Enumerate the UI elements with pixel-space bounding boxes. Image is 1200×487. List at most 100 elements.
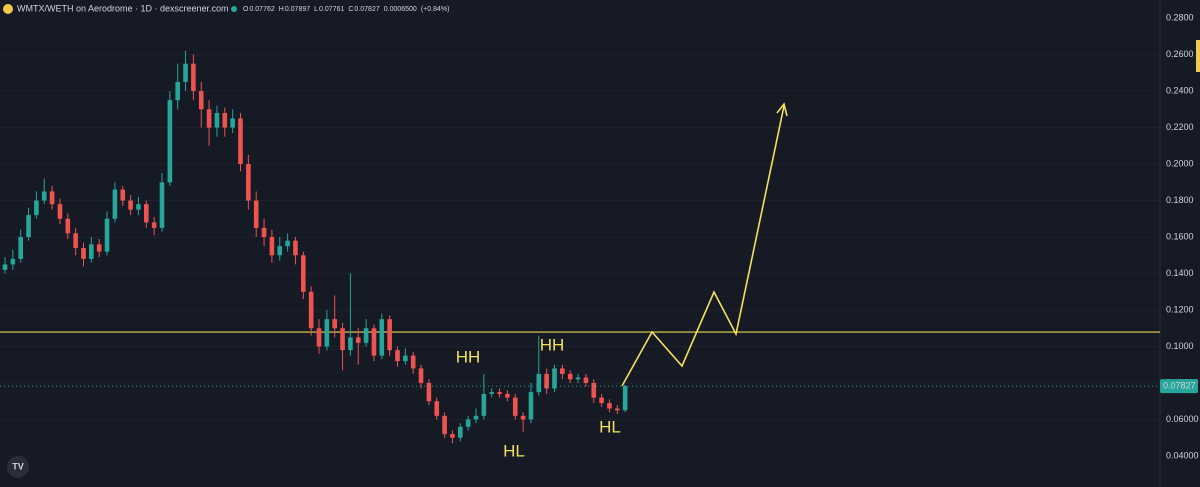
- candle-body: [230, 118, 235, 128]
- candle-body: [73, 233, 78, 248]
- header-h: 0.07897: [285, 6, 310, 13]
- candle-body: [410, 355, 416, 369]
- header-change: 0.0006500: [384, 6, 417, 13]
- annotation: HL: [599, 417, 621, 436]
- candle-body: [465, 419, 471, 427]
- candle-body: [18, 237, 23, 259]
- annotation: HH: [456, 347, 481, 366]
- candle-body: [599, 397, 604, 404]
- y-tick-label: 0.1400: [1166, 268, 1194, 278]
- candle-body: [316, 328, 322, 347]
- candle-body: [426, 382, 432, 402]
- candle-body: [222, 112, 228, 128]
- candle-body: [615, 408, 620, 411]
- candle-body: [520, 415, 526, 420]
- header-change-pct: (+0.84%): [421, 6, 450, 13]
- scroll-marker: [1196, 40, 1200, 72]
- candle-body: [206, 109, 212, 128]
- candle-body: [583, 377, 589, 383]
- header-h-label: H: [279, 6, 284, 13]
- candle-body: [536, 373, 542, 393]
- candle-body: [418, 368, 424, 383]
- candle-body: [489, 392, 494, 394]
- header-o: 0.07762: [249, 6, 274, 13]
- y-tick-label: 0.2200: [1166, 122, 1194, 132]
- candle-body: [285, 240, 290, 247]
- candle-body: [269, 237, 275, 256]
- header-l-label: L: [314, 6, 318, 13]
- candle-body: [238, 118, 243, 165]
- last-price-label: 0.07827: [1163, 381, 1196, 391]
- annotation: HL: [503, 441, 525, 460]
- candle-body: [198, 91, 204, 110]
- candle-body: [104, 218, 110, 252]
- candle-body: [355, 337, 361, 343]
- candle-body: [505, 393, 510, 398]
- candle-body: [261, 227, 267, 238]
- candle-body: [191, 63, 196, 92]
- candle-body: [214, 112, 220, 128]
- candle-body: [560, 368, 565, 374]
- candle-body: [112, 189, 118, 219]
- chart-title: WMTX/WETH on Aerodrome · 1D · dexscreene…: [17, 3, 229, 13]
- header-c-label: C: [348, 6, 353, 13]
- candle-body: [144, 204, 149, 223]
- candle-body: [89, 244, 94, 259]
- candle-body: [622, 386, 628, 411]
- candle-body: [301, 255, 306, 292]
- candle-body: [567, 373, 573, 380]
- candle-body: [65, 218, 71, 234]
- candle-body: [403, 355, 408, 362]
- y-tick-label: 0.2400: [1166, 85, 1194, 95]
- candle-body: [607, 403, 612, 409]
- candle-body: [591, 382, 597, 398]
- y-tick-label: 0.2000: [1166, 158, 1194, 168]
- header-c: 0.07827: [354, 6, 379, 13]
- candle-body: [324, 319, 330, 347]
- candle-body: [458, 426, 463, 438]
- header-l: 0.07761: [319, 6, 344, 13]
- candle-body: [277, 246, 283, 256]
- candle-body: [497, 392, 502, 394]
- annotation: HH: [540, 335, 565, 354]
- candle-body: [450, 434, 455, 438]
- candle-body: [246, 164, 251, 201]
- plot-area: [0, 50, 1160, 444]
- candle-body: [473, 415, 479, 420]
- candle-body: [128, 200, 133, 210]
- candle-body: [151, 222, 157, 228]
- candle-body: [10, 258, 16, 265]
- candle-body: [442, 415, 447, 435]
- candle-body: [183, 63, 188, 82]
- candle-body: [57, 204, 63, 219]
- last-price-box: [1160, 379, 1198, 394]
- y-tick-label: 0.1200: [1166, 304, 1194, 314]
- logo-text: TV: [12, 461, 24, 471]
- candle-body: [308, 291, 314, 329]
- y-tick-label: 0.1600: [1166, 231, 1194, 241]
- pair-icon: [3, 4, 13, 14]
- candle-body: [136, 204, 141, 210]
- ohlc-header: O 0.07762 H 0.07897 L 0.07761 C 0.07827 0.000650…: [243, 6, 449, 13]
- candle-body: [2, 264, 8, 270]
- candle-body: [175, 81, 180, 101]
- candle-body: [379, 319, 385, 356]
- y-tick-label: 0.04000: [1166, 450, 1199, 460]
- candle-body: [96, 244, 102, 252]
- candle-body: [348, 337, 353, 351]
- projection-arrowhead: [776, 102, 788, 117]
- candle-body: [575, 377, 581, 380]
- candle-body: [552, 368, 557, 389]
- candle-body: [363, 328, 369, 343]
- header-o-label: O: [243, 6, 249, 13]
- candle-body: [49, 191, 55, 205]
- candle-body: [434, 401, 440, 416]
- candle-body: [340, 328, 345, 351]
- candle-body: [544, 373, 549, 389]
- y-tick-label: 0.1800: [1166, 195, 1194, 205]
- candle-body: [26, 215, 31, 238]
- candle-body: [481, 393, 487, 416]
- candle-body: [395, 350, 400, 362]
